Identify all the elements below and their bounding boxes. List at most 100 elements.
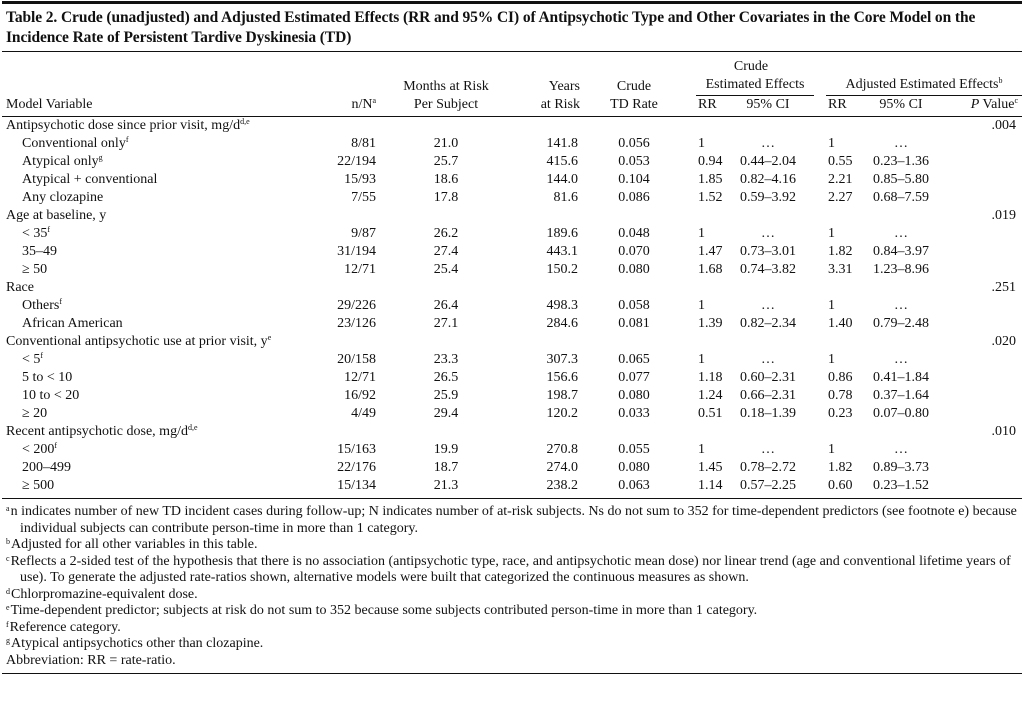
years-at-risk: 144.0	[546, 172, 579, 187]
row-label: 35–49	[2, 243, 320, 261]
n-over-N: 23/126	[337, 316, 376, 331]
adjusted-rr: 1	[828, 136, 835, 151]
row-label: < 200f	[2, 441, 320, 459]
crude-ci: 0.66–2.31	[740, 388, 796, 403]
row-label-text: ≥ 50	[22, 262, 48, 277]
group-label-text: Conventional antipsychotic use at prior …	[6, 334, 268, 349]
crude-td-rate: 0.104	[618, 172, 650, 187]
table-row: ≥ 500 15/134 21.3 238.2 0.063 1.14 0.57–2.25 0.…	[2, 477, 1022, 499]
footnote-mark: f	[59, 297, 62, 306]
footnote-text: n indicates number of new TD incident ca…	[10, 504, 1017, 536]
n-over-N: 4/49	[351, 406, 376, 421]
group-label-text: Race	[6, 280, 34, 295]
crude-ci-header: 95% CI	[722, 96, 814, 117]
table-row: 5 to < 10 12/71 26.5 156.6 0.077 1.18 0.60–2.3…	[2, 369, 1022, 387]
crude-ci: 0.82–4.16	[740, 172, 796, 187]
p-value-empty	[940, 153, 1022, 171]
years-at-risk: 238.2	[516, 477, 580, 499]
months-at-risk: 25.7	[433, 154, 459, 169]
p-value: .251	[991, 280, 1017, 295]
group-label-text: Recent antipsychotic dose, mg/d	[6, 424, 188, 439]
row-label-text: 10 to < 20	[22, 388, 80, 403]
nN-header-text: n/N	[351, 97, 373, 112]
adjusted-rr: 1	[828, 298, 835, 313]
table-row: < 200f 15/163 19.9 270.8 0.055 1… 1…	[2, 441, 1022, 459]
row-label: African American	[2, 315, 320, 333]
footnote-mark: e	[6, 603, 10, 612]
footnote-text: Chlorpromazine-equivalent dose.	[11, 586, 198, 602]
group-row: Age at baseline, y .019	[2, 207, 1022, 225]
crude-ci: …	[761, 298, 775, 313]
crude-td-rate: 0.053	[618, 154, 650, 169]
rate-header-1: Crude	[616, 79, 652, 94]
n-over-N: 29/226	[337, 298, 376, 313]
years-at-risk: 307.3	[546, 352, 579, 367]
footnote-mark: c	[6, 553, 10, 563]
table-document: Table 2. Crude (unadjusted) and Adjusted…	[2, 1, 1022, 674]
crude-td-rate: 0.086	[618, 190, 650, 205]
row-label-text: ≥ 500	[22, 478, 55, 493]
footnote-mark: b	[6, 537, 10, 546]
table-row: Atypical onlyg 22/194 25.7 415.6 0.053 0.94 0.…	[2, 153, 1022, 171]
months-at-risk: 26.4	[433, 298, 459, 313]
row-label-text: African American	[22, 316, 123, 331]
table-row: Conventional onlyf 8/81 21.0 141.8 0.056 1… 1…	[2, 135, 1022, 153]
row-label: ≥ 50	[2, 261, 320, 279]
adjusted-rr: 1	[828, 442, 835, 457]
footnote-mark: a	[372, 96, 376, 105]
adjusted-ci: 0.89–3.73	[873, 460, 929, 475]
row-label-text: Others	[22, 298, 60, 313]
row-label-text: < 200	[22, 442, 55, 457]
table-row: 200–499 22/176 18.7 274.0 0.080 1.45 0.78–2.72…	[2, 459, 1022, 477]
table-row: Othersf 29/226 26.4 498.3 0.058 1… 1…	[2, 297, 1022, 315]
crude-td-rate: 0.058	[618, 298, 650, 313]
months-at-risk: 25.4	[433, 262, 459, 277]
footnote-mark: f	[47, 225, 51, 234]
row-label: 200–499	[2, 459, 320, 477]
row-label: Othersf	[2, 297, 320, 315]
crude-rr: 1.68	[698, 262, 723, 277]
table-row: 10 to < 20 16/92 25.9 198.7 0.080 1.24 0.66–2.…	[2, 387, 1022, 405]
years-at-risk: 284.6	[546, 316, 579, 331]
p-value: .004	[991, 118, 1017, 133]
group-row: Race .251	[2, 279, 1022, 297]
table-title: Table 2. Crude (unadjusted) and Adjusted…	[6, 9, 976, 46]
abbreviation: Abbreviation: RR = rate-ratio.	[6, 652, 176, 668]
adjusted-ci: 1.23–8.96	[873, 262, 929, 277]
crude-ci: 0.44–2.04	[740, 154, 796, 169]
adjusted-rr: 3.31	[828, 262, 853, 277]
adjusted-ci: …	[894, 226, 908, 241]
adjusted-ci: …	[894, 442, 908, 457]
row-label: Atypical onlyg	[2, 153, 320, 171]
n-over-N: 7/55	[351, 190, 376, 205]
p-value-empty	[940, 261, 1022, 279]
n-over-N: 31/194	[337, 244, 376, 259]
footnote: bAdjusted for all other variables in thi…	[6, 537, 1018, 554]
crude-rr: 1	[698, 442, 705, 457]
adjusted-rr: 0.23	[828, 406, 853, 421]
years-at-risk: 415.6	[546, 154, 579, 169]
months-at-risk: 29.4	[433, 406, 459, 421]
crude-rr-header: RR	[688, 96, 722, 117]
crude-ci: 0.60–2.31	[740, 370, 796, 385]
n-over-N: 15/93	[344, 172, 376, 187]
adjusted-ci-header: 95% CI	[848, 96, 940, 117]
years-at-risk: 156.6	[546, 370, 579, 385]
adjusted-rr-header: RR	[814, 96, 848, 117]
years-header-2: at Risk	[516, 96, 580, 117]
footnote-mark: d	[6, 586, 10, 596]
group-label: Recent antipsychotic dose, mg/dd,e	[2, 423, 940, 441]
p-value-empty	[940, 459, 1022, 477]
p-value-empty	[940, 225, 1022, 243]
crude-td-rate: 0.080	[618, 262, 650, 277]
table-row: ≥ 20 4/49 29.4 120.2 0.033 0.51 0.18–1.39 0.23 0…	[2, 405, 1022, 423]
years-at-risk: 498.3	[546, 298, 579, 313]
months-at-risk: 21.3	[376, 477, 516, 499]
adjusted-rr: 0.55	[828, 154, 853, 169]
years-at-risk: 198.7	[546, 388, 579, 403]
crude-rr: 1	[698, 298, 705, 313]
crude-td-rate: 0.055	[618, 442, 650, 457]
row-label-text: ≥ 20	[22, 406, 48, 421]
years-at-risk: 270.8	[546, 442, 579, 457]
row-label-text: < 5	[22, 352, 41, 367]
